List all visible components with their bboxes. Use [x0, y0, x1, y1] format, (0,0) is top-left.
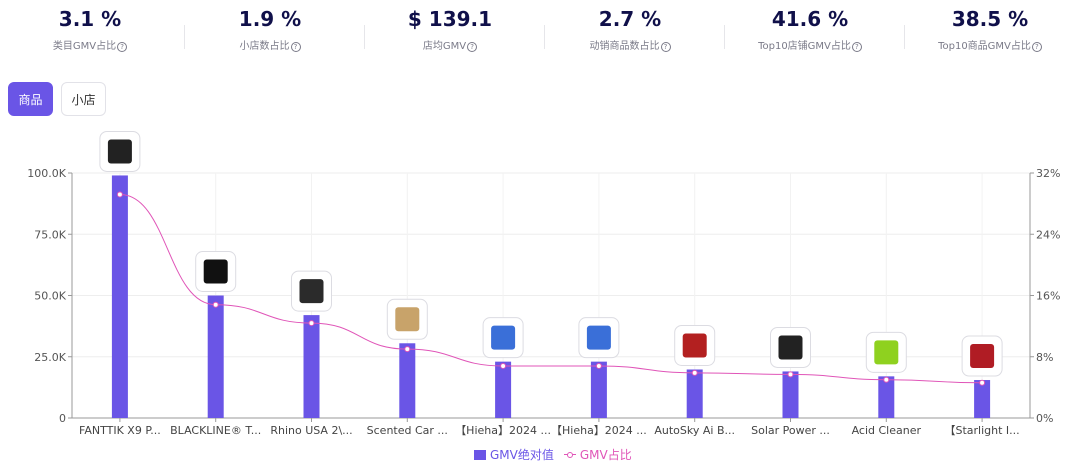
kpi-value: 1.9 % — [238, 7, 302, 31]
tab-products[interactable]: 商品 — [8, 82, 53, 116]
tire-inflator-icon — [99, 130, 141, 172]
y-right-tick-label: 16% — [1036, 290, 1060, 303]
kpi-category-gmv-share: 3.1 % 类目GMV占比? — [0, 0, 180, 64]
kpi-value: 41.6 % — [771, 7, 849, 31]
x-tick-label: Solar Power ... — [751, 424, 830, 437]
point-gmv-share — [116, 191, 123, 198]
x-tick-label: 【Hieha】2024 ... — [551, 424, 647, 437]
kpi-top10-product-gmv-share: 38.5 % Top10商品GMV占比? — [900, 0, 1080, 64]
solar-dashcam-icon — [770, 326, 811, 368]
kpi-value: 3.1 % — [58, 7, 122, 31]
bar-gmv — [303, 315, 320, 418]
point-gmv-share — [404, 346, 411, 353]
help-icon[interactable]: ? — [467, 42, 478, 52]
help-icon[interactable]: ? — [290, 42, 301, 52]
point-gmv-share — [691, 369, 698, 376]
point-gmv-share — [308, 320, 315, 327]
car-led-light-icon — [674, 324, 716, 366]
car-cover-icon — [195, 251, 237, 292]
carplay-screen-icon — [482, 317, 524, 359]
x-tick-label: BLACKLINE® T... — [170, 424, 261, 437]
legend-label: GMV占比 — [579, 448, 632, 462]
help-icon[interactable]: ? — [660, 42, 671, 52]
help-icon[interactable]: ? — [117, 42, 128, 52]
kpi-value: $ 139.1 — [407, 7, 493, 31]
bar-gmv — [399, 343, 416, 418]
legend-item-gmv-share[interactable]: GMV占比 — [563, 446, 632, 463]
bar-gmv — [590, 361, 607, 418]
kpi-active-product-share: 2.7 % 动销商品数占比? — [540, 0, 720, 64]
help-icon[interactable]: ? — [1031, 42, 1042, 52]
x-tick-label: Rhino USA 2\... — [270, 424, 352, 437]
x-tick-label: 【Hieha】2024 ... — [455, 424, 551, 437]
x-tick-label: AutoSky Ai B... — [654, 424, 735, 437]
x-tick-label: Scented Car ... — [367, 424, 448, 437]
kpi-label: Top10店铺GMV占比 — [758, 41, 851, 52]
car-air-freshener-icon — [386, 298, 428, 340]
kpi-value: 38.5 % — [951, 7, 1029, 31]
x-tick-label: Acid Cleaner — [852, 424, 922, 437]
bar-gmv — [207, 295, 224, 418]
point-gmv-share — [212, 301, 219, 308]
kpi-strip: 3.1 % 类目GMV占比? 1.9 % 小店数占比? $ 139.1 店均GM… — [0, 0, 1080, 64]
y-left-tick-label: 75.0K — [34, 228, 66, 241]
y-left-tick-label: 100.0K — [27, 167, 66, 180]
help-icon[interactable]: ? — [851, 42, 862, 52]
point-gmv-share — [787, 371, 794, 378]
kpi-value: 2.7 % — [598, 7, 662, 31]
line-gmv-share — [119, 193, 983, 384]
y-right-tick-label: 0% — [1036, 412, 1053, 425]
kpi-label: 动销商品数占比 — [589, 41, 660, 52]
x-tick-label: FANTTIK X9 P... — [79, 424, 161, 437]
point-gmv-share — [979, 379, 986, 386]
starlight-headliner-icon — [961, 335, 1003, 377]
kpi-label: 类目GMV占比 — [52, 41, 117, 52]
kpi-label: 店均GMV — [422, 41, 467, 52]
tab-shops[interactable]: 小店 — [61, 82, 106, 116]
y-left-tick-label: 25.0K — [34, 351, 66, 364]
x-tick-label: 【Starlight I... — [945, 424, 1020, 437]
bar-gmv — [686, 369, 703, 418]
bar-gmv — [111, 175, 128, 418]
y-right-tick-label: 8% — [1036, 351, 1053, 364]
legend-bar-swatch — [474, 449, 486, 460]
point-gmv-share — [500, 362, 507, 369]
y-left-tick-label: 50.0K — [34, 290, 66, 303]
legend-item-gmv-absolute[interactable]: GMV绝对值 — [474, 446, 554, 463]
chart-legend: GMV绝对值 GMV占比 — [474, 446, 642, 463]
y-right-tick-label: 24% — [1036, 228, 1060, 241]
carplay-screen-icon — [578, 317, 620, 359]
kpi-label: 小店数占比 — [239, 41, 290, 52]
gmv-chart: 0 0% 25.0K 8% 50.0K 16% 75.0K 24% 100.0K 32% FANTT… — [27, 130, 1060, 437]
y-left-tick-label: 0 — [59, 412, 66, 425]
bar-gmv — [782, 371, 799, 418]
bar-gmv — [495, 361, 512, 418]
legend-line-swatch — [563, 450, 576, 460]
bar-gmv — [878, 376, 895, 418]
kpi-avg-shop-gmv: $ 139.1 店均GMV? — [360, 0, 540, 64]
cleaner-spray-bottle-icon — [865, 331, 907, 373]
view-tabs: 商品 小店 — [8, 82, 106, 116]
bar-gmv — [974, 380, 991, 418]
kpi-shop-count-share: 1.9 % 小店数占比? — [180, 0, 360, 64]
point-gmv-share — [883, 376, 890, 383]
tow-strap-kit-icon — [291, 270, 332, 312]
legend-label: GMV绝对值 — [490, 448, 554, 462]
y-right-tick-label: 32% — [1036, 167, 1060, 180]
kpi-top10-shop-gmv-share: 41.6 % Top10店铺GMV占比? — [720, 0, 900, 64]
kpi-label: Top10商品GMV占比 — [938, 41, 1031, 52]
point-gmv-share — [595, 362, 602, 369]
